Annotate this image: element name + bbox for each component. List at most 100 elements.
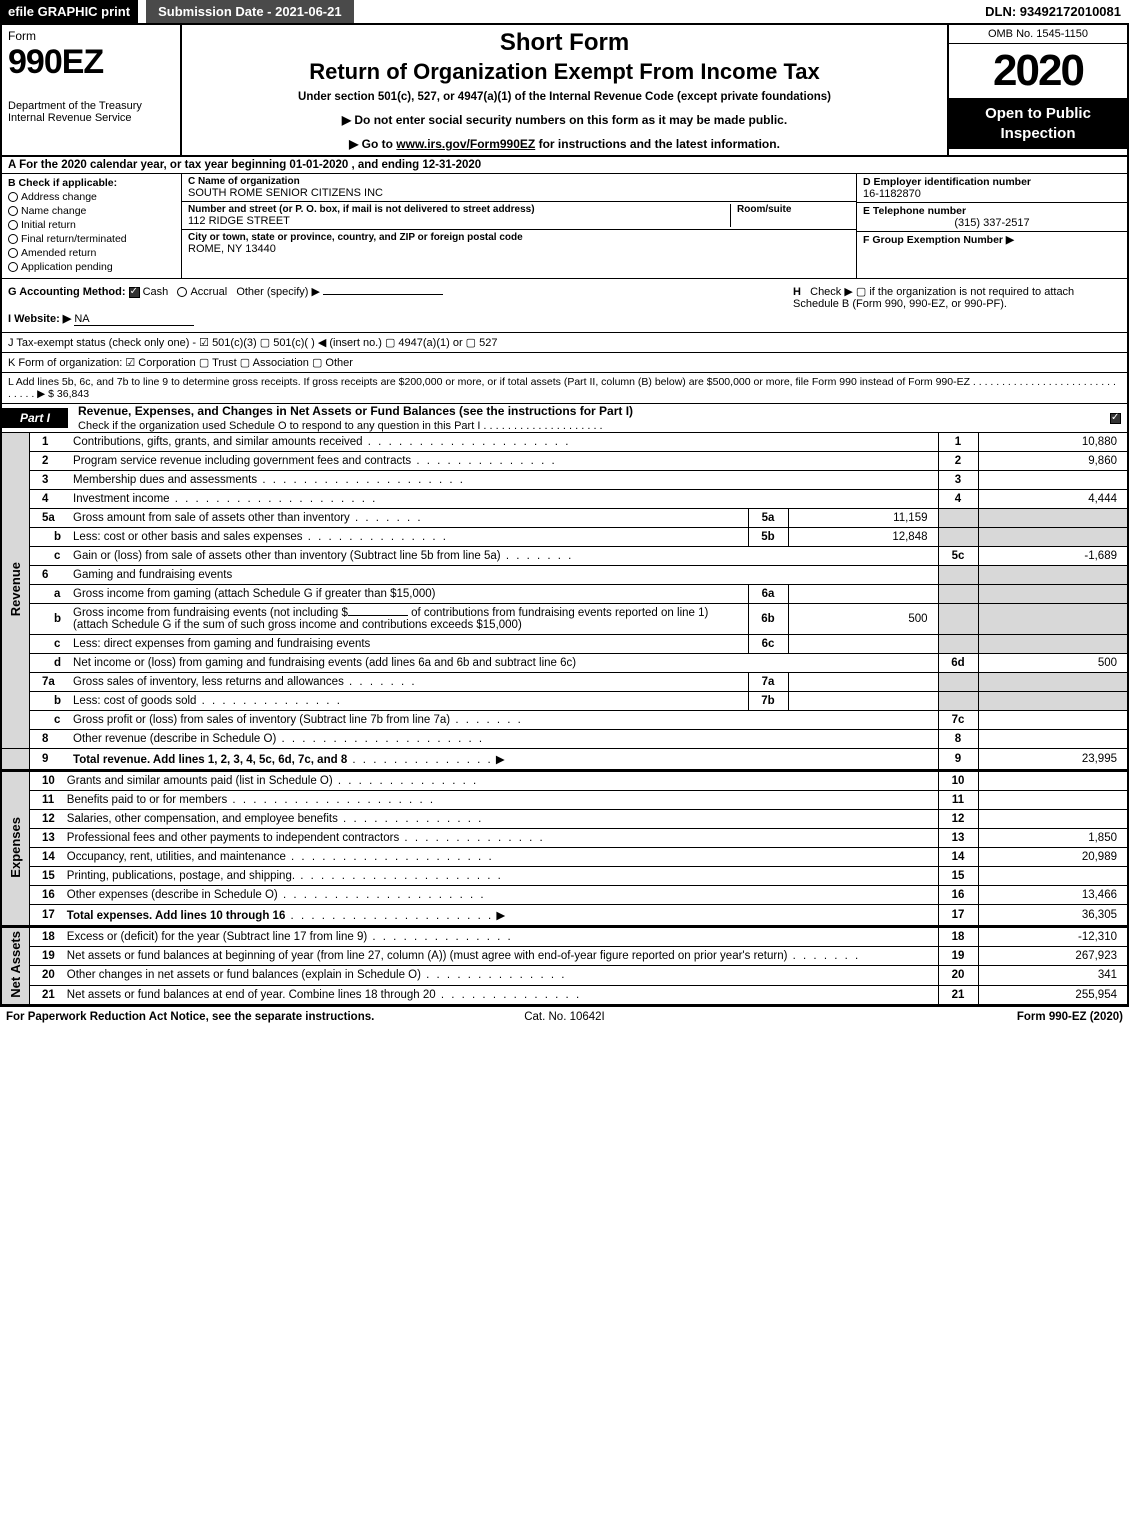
table-row: 21 Net assets or fund balances at end of… — [1, 985, 1128, 1005]
table-row: 8 Other revenue (describe in Schedule O)… — [1, 730, 1128, 749]
chk-final-return[interactable]: Final return/terminated — [8, 233, 175, 245]
table-row: 7a Gross sales of inventory, less return… — [1, 673, 1128, 692]
header-right: OMB No. 1545-1150 2020 Open to Public In… — [947, 25, 1127, 155]
instruction-1: ▶ Do not enter social security numbers o… — [186, 113, 943, 127]
chk-cash[interactable] — [129, 287, 140, 298]
table-row: 16 Other expenses (describe in Schedule … — [1, 886, 1128, 905]
address-label: Number and street (or P. O. box, if mail… — [188, 204, 730, 215]
form-number: 990EZ — [8, 43, 174, 82]
table-row: 19 Net assets or fund balances at beginn… — [1, 947, 1128, 966]
chk-amended-return[interactable]: Amended return — [8, 247, 175, 259]
l-value: $ 36,843 — [48, 388, 89, 400]
line-desc: Contributions, gifts, grants, and simila… — [73, 436, 363, 448]
line-num: 1 — [30, 433, 68, 452]
table-row: 13 Professional fees and other payments … — [1, 829, 1128, 848]
footer-center: Cat. No. 10642I — [378, 1011, 750, 1023]
revenue-sidelabel: Revenue — [1, 433, 30, 749]
dln-label: DLN: 93492172010081 — [977, 0, 1129, 23]
l-gross-receipts: L Add lines 5b, 6c, and 7b to line 9 to … — [0, 373, 1129, 404]
open-inspection: Open to Public Inspection — [949, 98, 1127, 149]
form-header: Form 990EZ Department of the Treasury In… — [0, 25, 1129, 157]
city-label: City or town, state or province, country… — [188, 232, 850, 243]
part1-schedule-o-check[interactable] — [1110, 413, 1121, 424]
header-left: Form 990EZ Department of the Treasury In… — [2, 25, 182, 155]
k-form-org: K Form of organization: ☑ Corporation ▢ … — [0, 353, 1129, 373]
table-row: d Net income or (loss) from gaming and f… — [1, 654, 1128, 673]
chk-accrual[interactable] — [177, 287, 187, 297]
return-title: Return of Organization Exempt From Incom… — [186, 59, 943, 85]
instr2-pre: ▶ Go to — [349, 137, 396, 151]
chk-name-change[interactable]: Name change — [8, 205, 175, 217]
entity-info-row: B Check if applicable: Address change Na… — [0, 174, 1129, 279]
irs-link[interactable]: www.irs.gov/Form990EZ — [396, 137, 535, 151]
table-row: 17 Total expenses. Add lines 10 through … — [1, 905, 1128, 926]
phone-label: E Telephone number — [863, 205, 1121, 217]
box-c: C Name of organization SOUTH ROME SENIOR… — [182, 174, 857, 278]
phone-value: (315) 337-2517 — [863, 217, 1121, 229]
table-row: 6 Gaming and fundraising events — [1, 566, 1128, 585]
table-row: Expenses 10 Grants and similar amounts p… — [1, 771, 1128, 791]
footer-left: For Paperwork Reduction Act Notice, see … — [6, 1011, 378, 1023]
group-exemption-label: F Group Exemption Number ▶ — [863, 234, 1121, 246]
i-label: I Website: ▶ — [8, 313, 71, 325]
box-b: B Check if applicable: Address change Na… — [2, 174, 182, 278]
chk-initial-return[interactable]: Initial return — [8, 219, 175, 231]
org-name: SOUTH ROME SENIOR CITIZENS INC — [188, 187, 850, 199]
page-footer: For Paperwork Reduction Act Notice, see … — [0, 1006, 1129, 1027]
box-b-title: B Check if applicable: — [8, 177, 175, 189]
chk-address-change[interactable]: Address change — [8, 191, 175, 203]
omb-number: OMB No. 1545-1150 — [949, 25, 1127, 44]
table-row: a Gross income from gaming (attach Sched… — [1, 585, 1128, 604]
table-row: b Gross income from fundraising events (… — [1, 604, 1128, 635]
table-row: Revenue 1 Contributions, gifts, grants, … — [1, 433, 1128, 452]
website-value: NA — [74, 313, 194, 326]
part1-tab: Part I — [2, 408, 68, 428]
table-row: b Less: cost of goods sold 7b — [1, 692, 1128, 711]
table-row: c Gain or (loss) from sale of assets oth… — [1, 547, 1128, 566]
h-label: H — [793, 286, 801, 298]
city-value: ROME, NY 13440 — [188, 243, 850, 255]
table-row: Net Assets 18 Excess or (deficit) for th… — [1, 927, 1128, 947]
table-row: 2 Program service revenue including gove… — [1, 452, 1128, 471]
g-accounting: G Accounting Method: Cash Accrual Other … — [2, 279, 787, 332]
table-row: b Less: cost or other basis and sales ex… — [1, 528, 1128, 547]
line-rv: 10,880 — [978, 433, 1128, 452]
ein-value: 16-1182870 — [863, 188, 1121, 200]
netassets-sidelabel: Net Assets — [1, 927, 30, 1005]
irs-label: Internal Revenue Service — [8, 112, 174, 124]
expenses-sidelabel: Expenses — [1, 771, 30, 926]
h-check: H Check ▶ ▢ if the organization is not r… — [787, 279, 1127, 332]
address: 112 RIDGE STREET — [188, 215, 730, 227]
j-tax-exempt: J Tax-exempt status (check only one) - ☑… — [0, 333, 1129, 353]
under-section: Under section 501(c), 527, or 4947(a)(1)… — [186, 91, 943, 103]
table-row: c Gross profit or (loss) from sales of i… — [1, 711, 1128, 730]
ein-label: D Employer identification number — [863, 176, 1121, 188]
table-row: 14 Occupancy, rent, utilities, and maint… — [1, 848, 1128, 867]
part1-header: Part I Revenue, Expenses, and Changes in… — [0, 404, 1129, 433]
table-row: 12 Salaries, other compensation, and emp… — [1, 810, 1128, 829]
footer-right: Form 990-EZ (2020) — [751, 1011, 1123, 1023]
line-rn: 1 — [938, 433, 978, 452]
org-name-label: C Name of organization — [188, 176, 850, 187]
line-a: A For the 2020 calendar year, or tax yea… — [0, 157, 1129, 174]
h-text: Check ▶ ▢ if the organization is not req… — [793, 286, 1074, 310]
g-h-row: G Accounting Method: Cash Accrual Other … — [0, 279, 1129, 333]
short-form-title: Short Form — [186, 29, 943, 57]
table-row: 20 Other changes in net assets or fund b… — [1, 966, 1128, 985]
submission-date: Submission Date - 2021-06-21 — [146, 0, 354, 23]
g-label: G Accounting Method: — [8, 286, 126, 298]
form-word: Form — [8, 29, 174, 43]
part1-sub: Check if the organization used Schedule … — [78, 420, 603, 432]
table-row: 3 Membership dues and assessments 3 — [1, 471, 1128, 490]
chk-application-pending[interactable]: Application pending — [8, 261, 175, 273]
instr2-post: for instructions and the latest informat… — [535, 137, 780, 151]
revenue-table: Revenue 1 Contributions, gifts, grants, … — [0, 433, 1129, 770]
table-row: 15 Printing, publications, postage, and … — [1, 867, 1128, 886]
l-text: L Add lines 5b, 6c, and 7b to line 9 to … — [8, 376, 1116, 400]
table-row: 11 Benefits paid to or for members 11 — [1, 791, 1128, 810]
box-def: D Employer identification number 16-1182… — [857, 174, 1127, 278]
top-bar: efile GRAPHIC print Submission Date - 20… — [0, 0, 1129, 25]
table-row: c Less: direct expenses from gaming and … — [1, 635, 1128, 654]
efile-label[interactable]: efile GRAPHIC print — [0, 0, 138, 23]
table-row: 5a Gross amount from sale of assets othe… — [1, 509, 1128, 528]
